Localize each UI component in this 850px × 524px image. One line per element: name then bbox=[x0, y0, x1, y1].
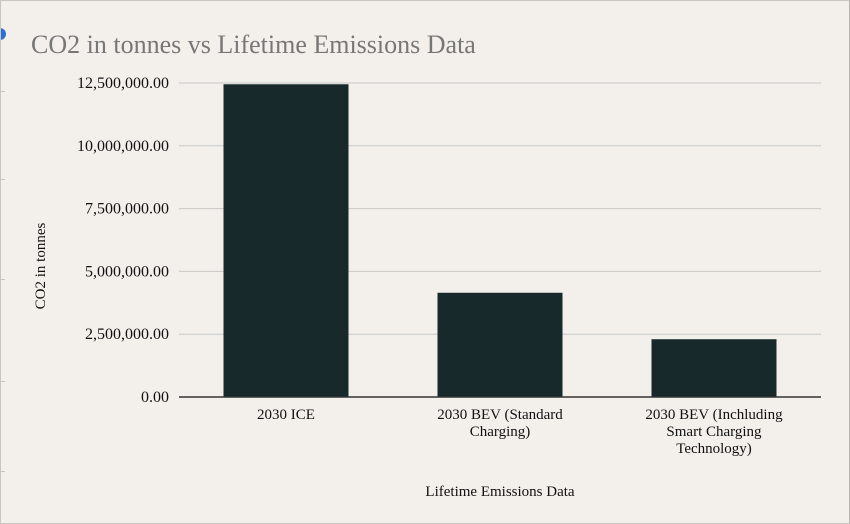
y-tick-label: 7,500,000.00 bbox=[85, 201, 169, 218]
y-tick-labels: 0.00 2,500,000.00 5,000,000.00 7,500,000.00… bbox=[77, 75, 169, 406]
y-tick-label: 2,500,000.00 bbox=[85, 326, 169, 343]
y-axis-label: CO2 in tonnes bbox=[33, 223, 49, 310]
x-category-label: 2030 ICE bbox=[257, 407, 315, 423]
x-category-labels: 2030 ICE 2030 BEV (Standard Charging) 2030 … bbox=[257, 407, 783, 457]
edge-tick bbox=[1, 279, 5, 280]
edge-tick bbox=[1, 471, 5, 472]
chart-title: CO2 in tonnes vs Lifetime Emissions Data bbox=[31, 30, 476, 59]
y-tick-label: 5,000,000.00 bbox=[85, 263, 169, 280]
y-tick-label: 0.00 bbox=[141, 389, 169, 406]
edge-tick bbox=[1, 381, 5, 382]
edge-tick bbox=[1, 179, 5, 180]
bar bbox=[437, 292, 563, 397]
bar bbox=[651, 339, 777, 397]
y-tick-label: 10,000,000.00 bbox=[77, 138, 169, 155]
bars bbox=[223, 84, 777, 398]
y-tick-label: 12,500,000.00 bbox=[77, 75, 169, 92]
bar bbox=[223, 84, 349, 398]
x-axis-label: Lifetime Emissions Data bbox=[425, 484, 574, 500]
edge-tick bbox=[1, 91, 5, 92]
selection-handle[interactable] bbox=[1, 28, 6, 40]
x-category-label: 2030 BEV (Standard Charging) bbox=[437, 407, 563, 440]
x-category-label: 2030 BEV (Inchluding Smart Charging Techno… bbox=[645, 407, 783, 457]
